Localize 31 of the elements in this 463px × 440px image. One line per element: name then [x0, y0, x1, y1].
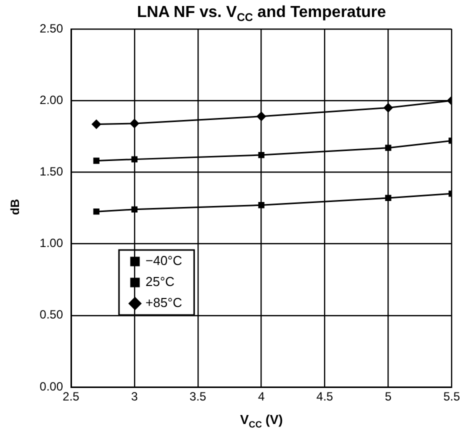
y-tick-label: 1.50: [40, 164, 64, 179]
x-tick-label: 2.5: [62, 390, 80, 404]
x-tick-label: 3.5: [190, 390, 207, 404]
x-tick-label: 4: [258, 390, 265, 404]
point: [92, 120, 101, 129]
y-tick-label: 2.50: [40, 21, 64, 36]
x-axis-title: V$_{CC}$ (V): [239, 412, 284, 430]
point: [93, 208, 100, 215]
y-tick-label: 0.50: [40, 308, 64, 322]
x-tick-label: 5: [384, 390, 392, 404]
y-tick-label: 1.00: [40, 236, 64, 250]
y-tick-label: 2.00: [40, 92, 64, 107]
point: [93, 158, 100, 164]
point: [385, 144, 392, 151]
point: [385, 194, 392, 202]
x-tick-label: 4.5: [316, 390, 334, 404]
point: [130, 118, 140, 128]
point: [256, 112, 266, 121]
point: [131, 156, 138, 162]
point: [384, 103, 393, 112]
x-tick-label: 3: [131, 390, 138, 404]
legend-label: +85°C: [146, 295, 182, 310]
y-tick-label: 0.00: [40, 379, 64, 394]
point: [131, 206, 138, 213]
legend-label: 25°C: [146, 274, 175, 290]
point: [258, 152, 264, 158]
chart-title: LNA NF vs. V$_{CC}$ and Temperature: [136, 4, 388, 24]
point: [258, 202, 264, 208]
legend-label: −40°C: [146, 253, 182, 268]
y-axis-title: dB: [8, 198, 22, 217]
x-tick-label: 5.5: [443, 390, 460, 404]
